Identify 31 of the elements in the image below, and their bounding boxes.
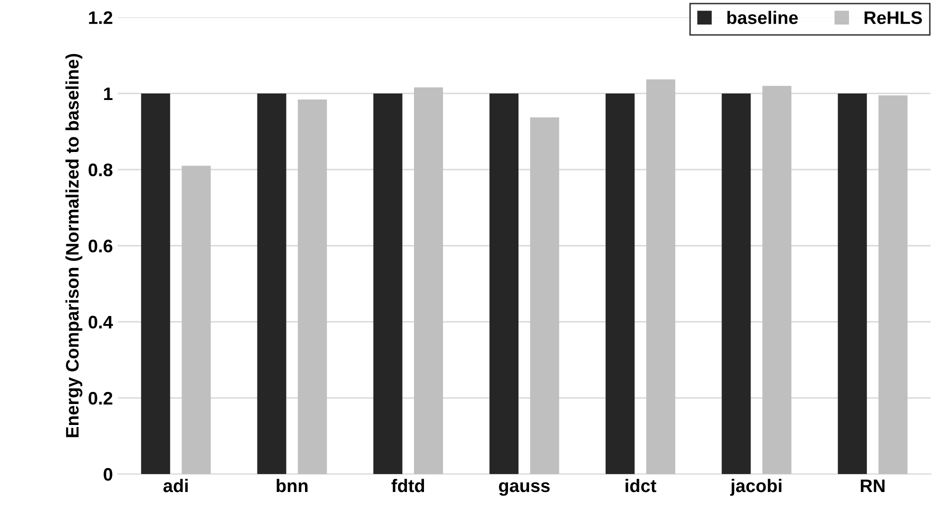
y-tick-label: 0.4 xyxy=(88,316,113,329)
y-tick-label: 0.2 xyxy=(88,392,112,405)
x-tick-label: RN xyxy=(860,480,884,492)
bar xyxy=(141,93,170,474)
bar xyxy=(182,166,211,474)
bar xyxy=(646,79,676,474)
x-tick-label: fdtd xyxy=(391,478,424,492)
bar xyxy=(257,93,286,474)
x-tick-label: gauss xyxy=(498,482,550,496)
bar xyxy=(489,93,518,474)
bar xyxy=(722,93,751,474)
bar xyxy=(838,93,867,474)
x-tick-label: adi xyxy=(163,478,188,492)
x-tick-label: idct xyxy=(626,478,656,492)
y-tick-label: 0.6 xyxy=(88,240,112,252)
y-tick-label: 1 xyxy=(104,88,113,100)
legend-label: baseline xyxy=(727,10,798,24)
y-tick-label: 1.2 xyxy=(89,11,112,24)
legend-label: ReHLS xyxy=(864,11,922,24)
y-tick-label: 0.8 xyxy=(88,164,112,176)
x-tick-label: jacobi xyxy=(730,478,782,496)
bar xyxy=(414,87,444,474)
bar xyxy=(373,93,402,474)
bar xyxy=(878,95,908,474)
bar xyxy=(762,86,792,474)
bar xyxy=(606,93,635,474)
bar xyxy=(530,117,560,474)
y-tick-label: 0 xyxy=(104,468,112,481)
bar xyxy=(298,100,327,474)
y-axis-title: Energy Comparison (Normalized to baseline) xyxy=(65,54,82,438)
x-tick-label: bnn xyxy=(276,478,308,492)
